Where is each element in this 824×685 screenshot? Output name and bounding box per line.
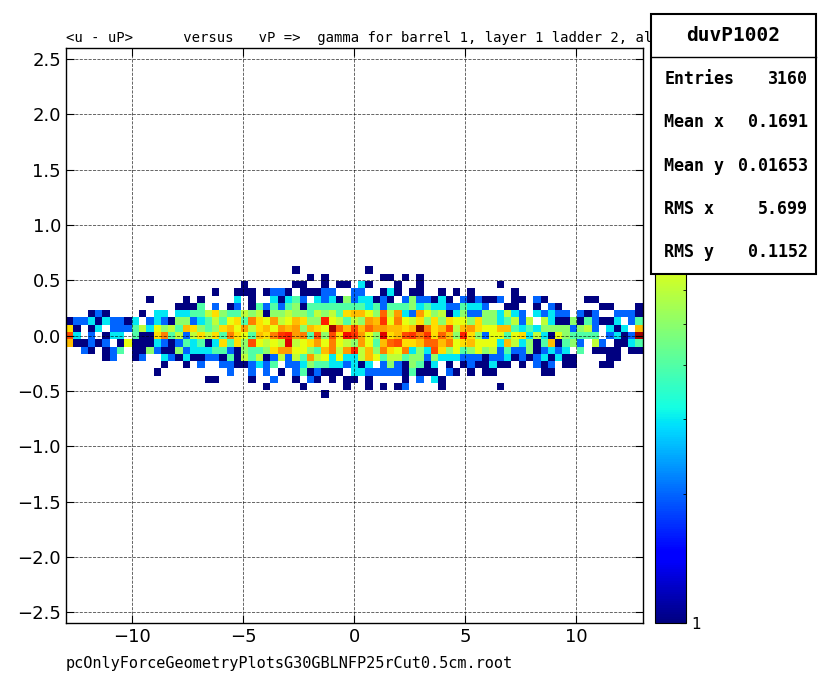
Text: RMS y: RMS y <box>664 243 714 261</box>
Text: 0.1152: 0.1152 <box>747 243 808 261</box>
FancyBboxPatch shape <box>651 14 816 274</box>
Text: 0.1691: 0.1691 <box>747 113 808 131</box>
Text: 5.699: 5.699 <box>757 200 808 218</box>
Text: Entries: Entries <box>664 70 734 88</box>
Text: Mean x: Mean x <box>664 113 724 131</box>
Text: 3160: 3160 <box>767 70 808 88</box>
Text: pcOnlyForceGeometryPlotsG30GBLNFP25rCut0.5cm.root: pcOnlyForceGeometryPlotsG30GBLNFP25rCut0… <box>66 656 513 671</box>
Text: <u - uP>      versus   vP =>  gamma for barrel 1, layer 1 ladder 2, all wafers: <u - uP> versus vP => gamma for barrel 1… <box>66 32 719 45</box>
Text: 0.01653: 0.01653 <box>737 157 808 175</box>
Text: Mean y: Mean y <box>664 157 724 175</box>
Text: duvP1002: duvP1002 <box>686 26 780 45</box>
Text: RMS x: RMS x <box>664 200 714 218</box>
